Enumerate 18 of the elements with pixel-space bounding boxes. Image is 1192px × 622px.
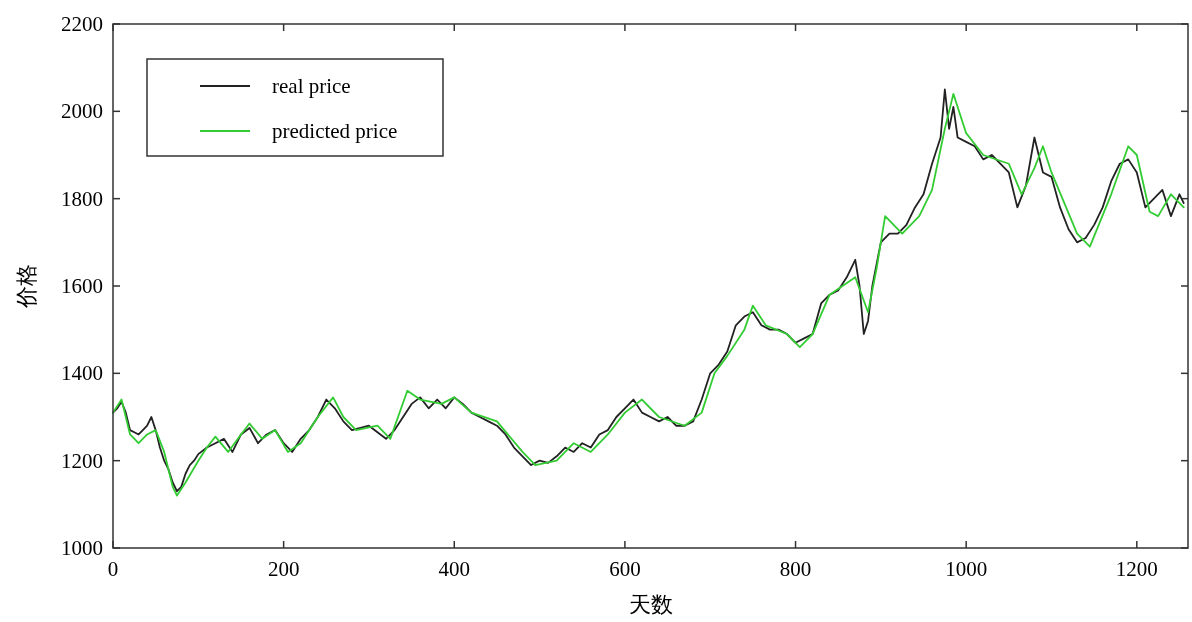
x-tick-label: 800	[779, 557, 812, 581]
legend-label: predicted price	[272, 119, 398, 143]
y-axis-title: 价格	[14, 264, 39, 309]
y-tick-label: 1600	[61, 274, 103, 298]
x-tick-label: 600	[609, 557, 641, 581]
y-tick-label: 1400	[61, 361, 103, 386]
legend-label: real price	[272, 74, 351, 98]
y-tick-label: 1800	[61, 186, 103, 211]
x-axis-title: 天数	[628, 592, 673, 617]
y-tick-label: 1000	[61, 536, 103, 560]
x-tick-label: 1000	[945, 557, 988, 581]
y-tick-label: 2000	[61, 99, 103, 124]
x-tick-label: 0	[107, 557, 119, 581]
y-tick-label: 1200	[61, 448, 103, 473]
x-tick-label: 1200	[1115, 557, 1158, 581]
x-tick-label: 200	[267, 557, 300, 581]
x-tick-label: 400	[438, 557, 471, 581]
y-tick-label: 2200	[61, 12, 103, 36]
